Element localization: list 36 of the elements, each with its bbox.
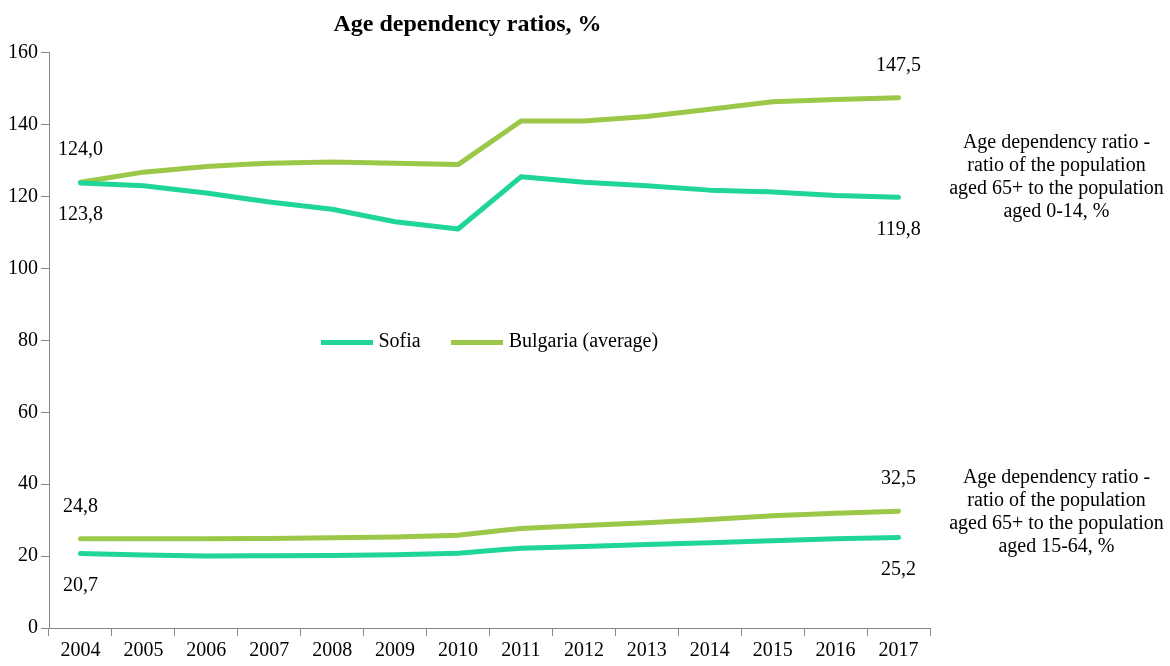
chart-title: Age dependency ratios, % — [333, 9, 602, 36]
x-tick-label: 2005 — [123, 638, 164, 661]
data-label: 124,0 — [57, 137, 103, 160]
legend-label: Bulgaria (average) — [507, 328, 659, 352]
y-tick-label: 60 — [18, 399, 38, 422]
x-tick-label: 2010 — [438, 638, 479, 661]
y-tick-label: 100 — [8, 255, 38, 278]
x-tick-label: 2009 — [375, 638, 416, 661]
x-tick-label: 2011 — [501, 638, 541, 661]
data-label: 119,8 — [876, 216, 921, 239]
x-tick-label: 2007 — [249, 638, 290, 661]
x-tick-label: 2013 — [626, 638, 667, 661]
data-label: 147,5 — [876, 52, 922, 75]
y-tick-label: 140 — [8, 111, 38, 134]
x-tick-label: 2006 — [186, 638, 227, 661]
x-tick-label: 2008 — [312, 638, 353, 661]
data-label: 25,2 — [881, 556, 917, 579]
data-label: 32,5 — [881, 466, 917, 489]
y-tick-label: 80 — [18, 327, 38, 350]
x-tick-label: 2012 — [563, 638, 604, 661]
legend-label: Sofia — [377, 328, 421, 352]
text: Age dependency ratio - ratio of the population aged 65+ to the population aged 15-64, % — [949, 465, 1164, 557]
data-label: 123,8 — [57, 202, 103, 225]
x-tick-label: 2004 — [60, 638, 101, 661]
y-tick-label: 120 — [8, 183, 38, 206]
x-tick-label: 2014 — [689, 638, 730, 661]
x-tick-label: 2016 — [815, 638, 856, 661]
x-tick-label: 2015 — [752, 638, 793, 661]
y-tick-label: 20 — [18, 543, 38, 566]
data-label: 24,8 — [62, 494, 98, 517]
y-tick-label: 40 — [18, 471, 38, 494]
y-tick-label: 160 — [8, 40, 38, 63]
x-tick-label: 2017 — [878, 638, 919, 661]
y-tick-label: 0 — [28, 615, 38, 638]
data-label: 20,7 — [62, 572, 98, 595]
text: Age dependency ratio - ratio of the population aged 65+ to the population aged 0-14, % — [949, 130, 1164, 222]
